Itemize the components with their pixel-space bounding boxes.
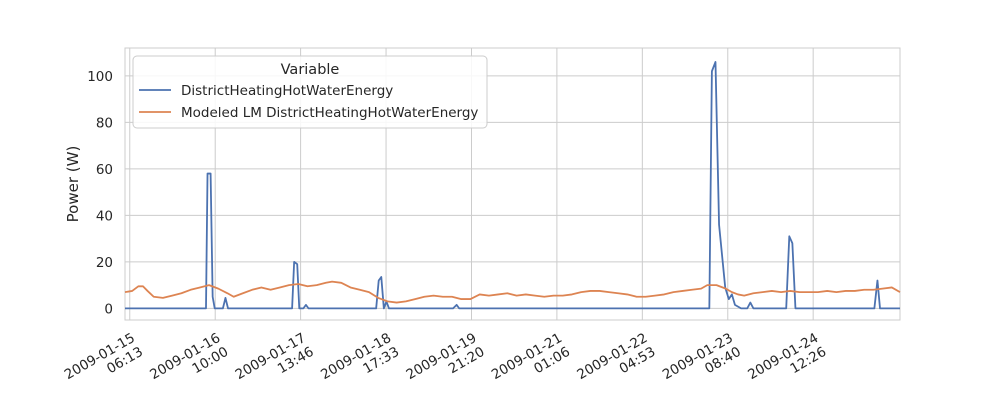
y-tick-label: 20 bbox=[96, 255, 113, 271]
legend-label-modeled-lm: Modeled LM DistrictHeatingHotWaterEnergy bbox=[181, 105, 478, 121]
y-axis: 0 20 40 60 80 100 bbox=[87, 69, 113, 317]
y-tick-label: 60 bbox=[96, 162, 113, 178]
plot-frame bbox=[124, 47, 901, 321]
y-tick-label: 40 bbox=[96, 208, 113, 224]
legend-title: Variable bbox=[281, 62, 340, 78]
y-tick-label: 80 bbox=[96, 115, 113, 131]
y-tick-label: 0 bbox=[104, 301, 113, 317]
series-line-modeled-lm bbox=[124, 280, 901, 304]
y-axis-label: Power (W) bbox=[64, 146, 82, 223]
legend: Variable DistrictHeatingHotWaterEnergy M… bbox=[132, 55, 488, 129]
series-lines bbox=[124, 61, 901, 310]
legend-label-district-heating: DistrictHeatingHotWaterEnergy bbox=[181, 83, 393, 99]
y-tick-label: 100 bbox=[87, 69, 113, 85]
legend-frame bbox=[132, 55, 488, 129]
series-line-district-heating bbox=[125, 61, 900, 310]
